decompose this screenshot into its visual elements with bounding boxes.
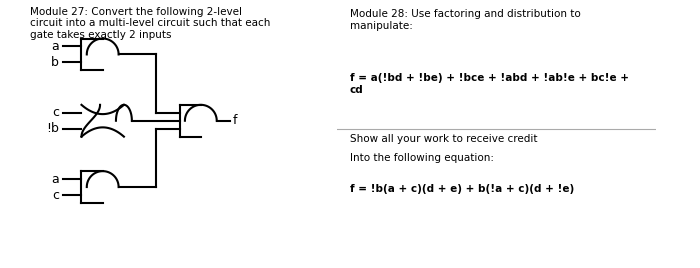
Text: a: a	[51, 40, 59, 53]
Text: Module 27: Convert the following 2-level
circuit into a multi-level circuit such: Module 27: Convert the following 2-level…	[30, 7, 270, 40]
Text: c: c	[52, 106, 59, 119]
Text: Module 28: Use factoring and distribution to
manipulate:: Module 28: Use factoring and distributio…	[350, 9, 580, 31]
Text: Show all your work to receive credit: Show all your work to receive credit	[350, 134, 538, 144]
Text: f = !b(a + c)(d + e) + b(!a + c)(d + !e): f = !b(a + c)(d + e) + b(!a + c)(d + !e)	[350, 184, 574, 194]
Text: a: a	[51, 173, 59, 185]
Text: Into the following equation:: Into the following equation:	[350, 152, 494, 163]
Text: f = a(!bd + !be) + !bce + !abd + !ab!e + bc!e +
cd: f = a(!bd + !be) + !bce + !abd + !ab!e +…	[350, 73, 629, 95]
Text: c: c	[52, 188, 59, 202]
Text: f: f	[232, 114, 237, 127]
Text: b: b	[51, 56, 59, 69]
Text: !b: !b	[46, 122, 59, 135]
